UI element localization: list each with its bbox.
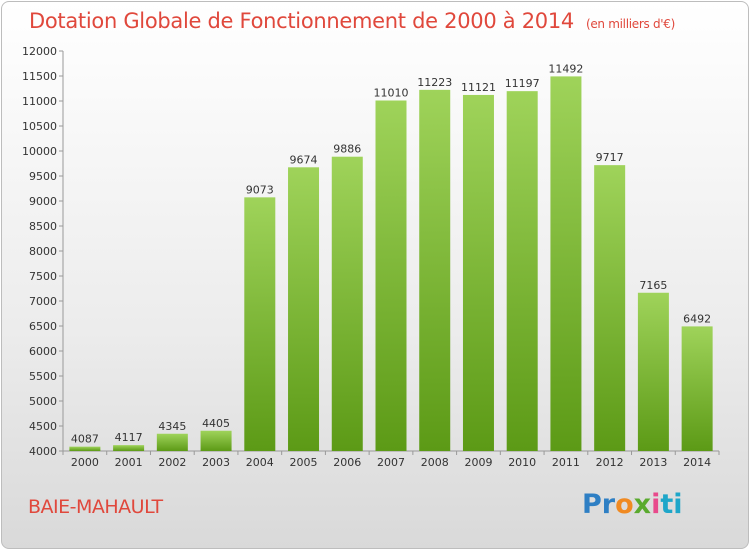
y-tick-label: 6500 [29, 320, 57, 333]
y-tick-label: 8000 [29, 245, 57, 258]
data-label: 4087 [71, 433, 99, 446]
brand-part: x [633, 489, 652, 520]
y-tick-label: 7000 [29, 295, 57, 308]
bar [200, 430, 232, 451]
y-tick-label: 5500 [29, 370, 57, 383]
x-tick-label: 2010 [508, 456, 536, 469]
y-tick-label: 12000 [22, 45, 57, 58]
data-label: 4117 [115, 431, 143, 444]
y-tick-label: 10500 [22, 120, 57, 133]
unit-label: (en milliers d'€) [585, 17, 675, 31]
x-tick-label: 2000 [71, 456, 99, 469]
x-tick-label: 2012 [596, 456, 624, 469]
x-tick-label: 2004 [246, 456, 274, 469]
y-tick-label: 9500 [29, 170, 57, 183]
chart-title: Dotation Globale de Fonctionnement de 20… [29, 9, 675, 33]
x-tick-label: 2014 [683, 456, 711, 469]
bar [244, 197, 276, 451]
y-tick-label: 10000 [22, 145, 57, 158]
x-tick-label: 2009 [464, 456, 492, 469]
data-label: 11492 [548, 62, 583, 75]
x-tick-label: 2001 [115, 456, 143, 469]
place-name: BAIE-MAHAULT [28, 496, 163, 518]
data-label: 4405 [202, 417, 230, 430]
data-label: 11121 [461, 81, 496, 94]
brand-logo: Proxiti [582, 489, 683, 520]
y-tick-label: 4000 [29, 445, 57, 458]
data-label: 11010 [374, 87, 409, 100]
data-label: 9886 [333, 143, 361, 156]
bar [506, 91, 538, 452]
bar [69, 446, 101, 451]
data-label: 4345 [158, 420, 186, 433]
x-tick-label: 2003 [202, 456, 230, 469]
brand-part: ti [660, 489, 683, 520]
y-tick-label: 5000 [29, 395, 57, 408]
x-tick-label: 2007 [377, 456, 405, 469]
y-tick-label: 7500 [29, 270, 57, 283]
x-tick-label: 2013 [639, 456, 667, 469]
brand-part: Pr [582, 489, 616, 520]
brand-part: o [615, 489, 634, 520]
y-tick-label: 6000 [29, 345, 57, 358]
x-tick-label: 2005 [290, 456, 318, 469]
x-axis: 2000 2001 2002 2003 2004 2005 2006 2007 2008 2009… [62, 450, 720, 469]
y-tick-label: 11000 [22, 95, 57, 108]
y-tick-label: 4500 [29, 420, 57, 433]
bar [288, 167, 320, 452]
y-tick-label: 11500 [22, 70, 57, 83]
x-tick-label: 2006 [333, 456, 361, 469]
bars: 4087 4117 4345 4405 9073 9674 9886 11010 11223 11… [69, 62, 713, 452]
bar [637, 292, 669, 451]
y-tick-label: 9000 [29, 195, 57, 208]
bar [594, 165, 626, 451]
bar [419, 89, 451, 451]
x-tick-label: 2002 [158, 456, 186, 469]
title-text: Dotation Globale de Fonctionnement de 20… [29, 9, 574, 33]
bar [156, 433, 188, 451]
data-label: 11223 [417, 76, 452, 89]
brand-part: i [651, 489, 661, 520]
bar [331, 156, 363, 451]
data-label: 9674 [290, 153, 318, 166]
bar [375, 100, 407, 451]
y-tick-label: 8500 [29, 220, 57, 233]
y-axis: 4000 4500 5000 5500 6000 6500 7000 7500 8000 8500… [22, 45, 64, 458]
data-label: 9717 [596, 151, 624, 164]
bar [681, 326, 713, 451]
bar [113, 445, 145, 451]
data-label: 6492 [683, 312, 711, 325]
bar [462, 94, 494, 451]
data-label: 9073 [246, 183, 274, 196]
x-tick-label: 2011 [552, 456, 580, 469]
x-tick-label: 2008 [421, 456, 449, 469]
data-label: 7165 [639, 279, 667, 292]
data-label: 11197 [505, 77, 540, 90]
bar [550, 76, 582, 452]
